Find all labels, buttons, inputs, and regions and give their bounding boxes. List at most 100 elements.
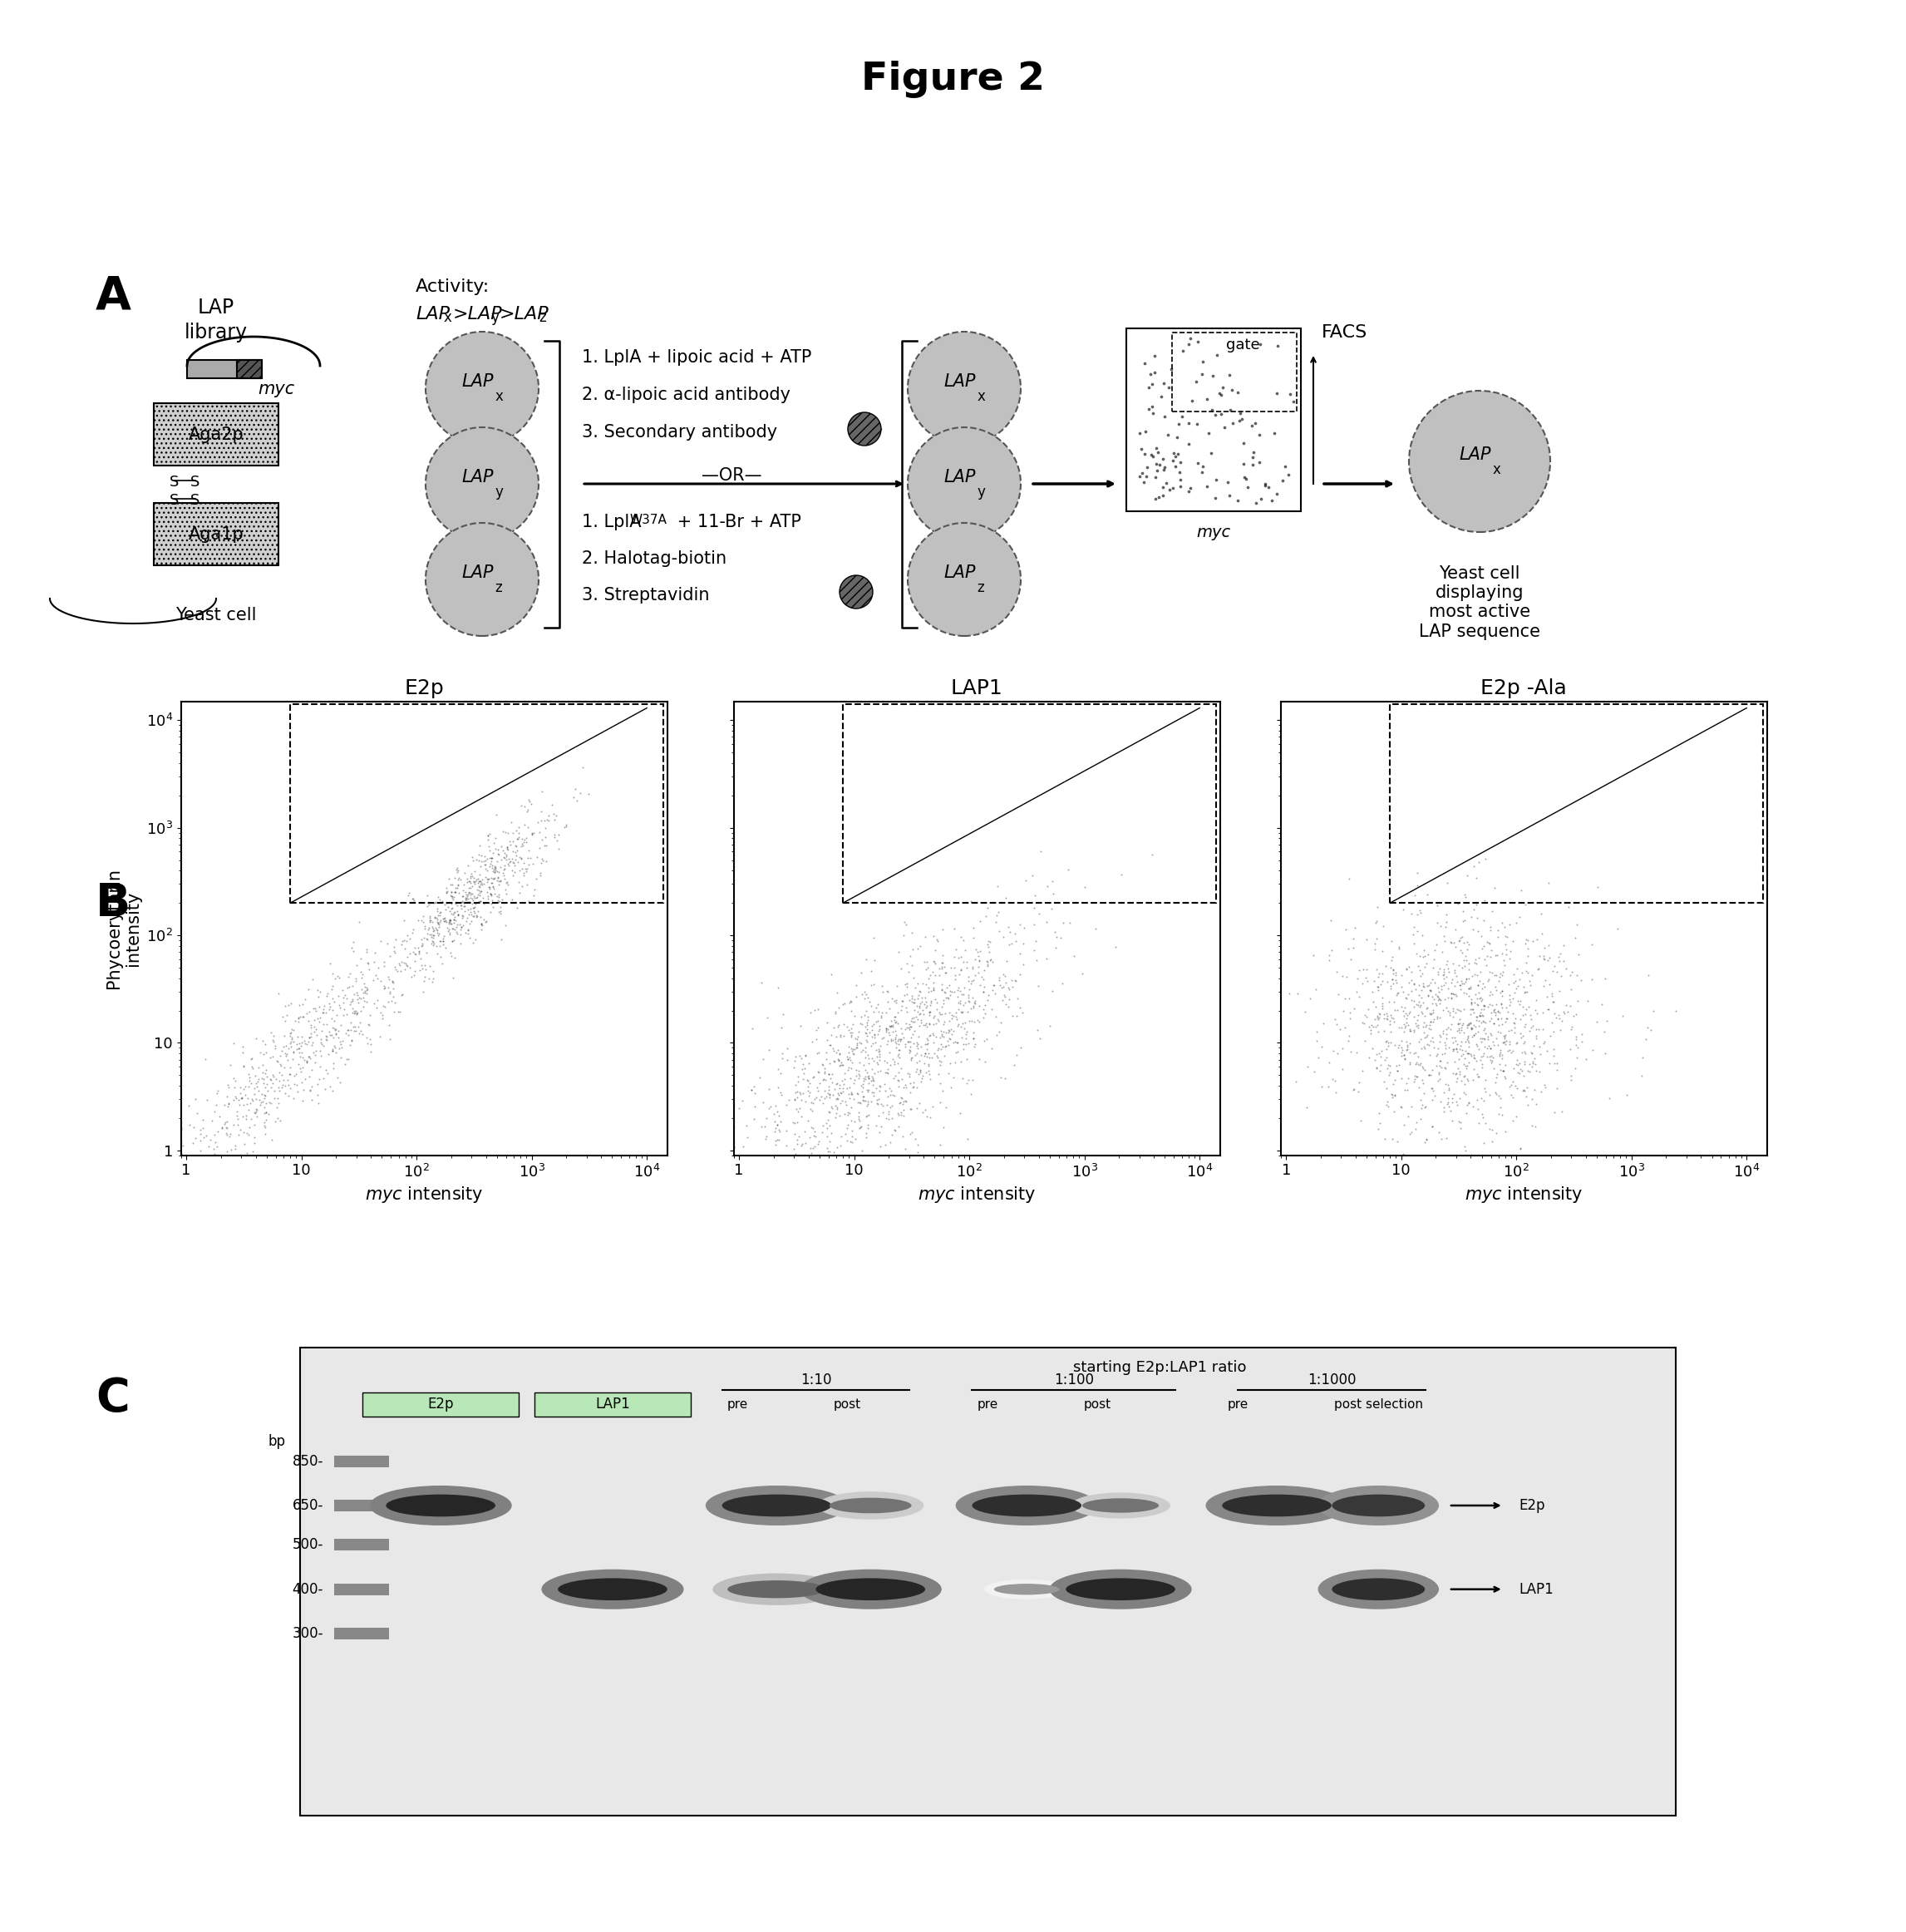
- Point: [865, 1055, 896, 1086]
- Point: [894, 1034, 924, 1065]
- Point: [1395, 1028, 1426, 1059]
- Point: [1458, 1039, 1489, 1070]
- Point: [452, 883, 482, 914]
- Point: [1449, 1061, 1479, 1092]
- Point: [781, 1124, 812, 1155]
- Point: [1536, 981, 1567, 1012]
- Point: [259, 1020, 290, 1051]
- Point: [391, 949, 421, 980]
- Point: [1386, 1092, 1416, 1122]
- Point: [1445, 995, 1475, 1026]
- Point: [480, 852, 511, 883]
- Point: [1399, 1001, 1430, 1032]
- Point: [1441, 931, 1471, 962]
- Point: [993, 991, 1024, 1022]
- Point: [429, 925, 459, 956]
- Point: [410, 960, 440, 991]
- Point: [1125, 462, 1155, 493]
- Point: [480, 852, 511, 883]
- Point: [534, 806, 564, 837]
- Point: [305, 976, 335, 1007]
- Text: pre: pre: [726, 1399, 749, 1410]
- Point: [436, 889, 467, 920]
- Point: [435, 904, 465, 935]
- Point: [1384, 931, 1414, 962]
- Point: [875, 1010, 905, 1041]
- Point: [780, 1140, 810, 1171]
- Point: [440, 854, 471, 885]
- Point: [945, 954, 976, 985]
- Point: [1323, 980, 1353, 1010]
- Point: [1420, 968, 1450, 999]
- Point: [1382, 1051, 1412, 1082]
- Point: [1407, 1090, 1437, 1121]
- Point: [456, 906, 486, 937]
- Point: [515, 786, 545, 817]
- Point: [1391, 1068, 1422, 1099]
- Point: [1403, 1012, 1433, 1043]
- Point: [284, 1037, 314, 1068]
- Point: [921, 1039, 951, 1070]
- Point: [210, 1090, 240, 1121]
- Point: [850, 978, 881, 1009]
- Point: [1391, 952, 1422, 983]
- Point: [844, 1113, 875, 1144]
- Point: [417, 962, 448, 993]
- Point: [294, 997, 324, 1028]
- Point: [1517, 1051, 1548, 1082]
- Point: [457, 900, 488, 931]
- Point: [166, 1140, 196, 1171]
- Point: [719, 1126, 749, 1157]
- Point: [1391, 954, 1422, 985]
- Point: [273, 1034, 303, 1065]
- Point: [1336, 945, 1367, 976]
- Bar: [334, 1627, 389, 1640]
- Point: [288, 1001, 318, 1032]
- Point: [924, 999, 955, 1030]
- Point: [915, 1020, 945, 1051]
- Point: [1456, 1039, 1487, 1070]
- Point: [1475, 1032, 1506, 1063]
- Point: [943, 1009, 974, 1039]
- Point: [823, 993, 854, 1024]
- Point: [862, 1036, 892, 1066]
- Point: [1363, 1113, 1393, 1144]
- Point: [273, 1068, 303, 1099]
- Point: [1365, 1055, 1395, 1086]
- Point: [793, 1105, 823, 1136]
- Point: [755, 1074, 785, 1105]
- Point: [837, 985, 867, 1016]
- Point: [200, 1090, 231, 1121]
- Point: [465, 871, 496, 902]
- Point: [475, 848, 505, 879]
- Point: [821, 1132, 852, 1163]
- Point: [760, 1126, 791, 1157]
- Point: [1490, 1117, 1521, 1148]
- Point: [1407, 1032, 1437, 1063]
- Point: [1144, 450, 1174, 481]
- Point: [1536, 978, 1567, 1009]
- Point: [282, 1003, 313, 1034]
- Point: [219, 1072, 250, 1103]
- Point: [1433, 1012, 1464, 1043]
- Point: [1020, 879, 1050, 910]
- Point: [1534, 1047, 1565, 1078]
- Point: [1532, 1036, 1563, 1066]
- Point: [848, 1086, 879, 1117]
- Point: [964, 935, 995, 966]
- Point: [461, 900, 492, 931]
- Point: [212, 1119, 242, 1150]
- Point: [1418, 1084, 1449, 1115]
- Point: [417, 925, 448, 956]
- Point: [248, 1068, 278, 1099]
- Point: [1470, 1007, 1500, 1037]
- Point: [1393, 1101, 1424, 1132]
- Point: [943, 993, 974, 1024]
- Point: [1365, 970, 1395, 1001]
- Point: [435, 904, 465, 935]
- Point: [1546, 1007, 1576, 1037]
- Point: [827, 1076, 858, 1107]
- Point: [865, 1030, 896, 1061]
- Point: [476, 881, 507, 912]
- Point: [1490, 1020, 1521, 1051]
